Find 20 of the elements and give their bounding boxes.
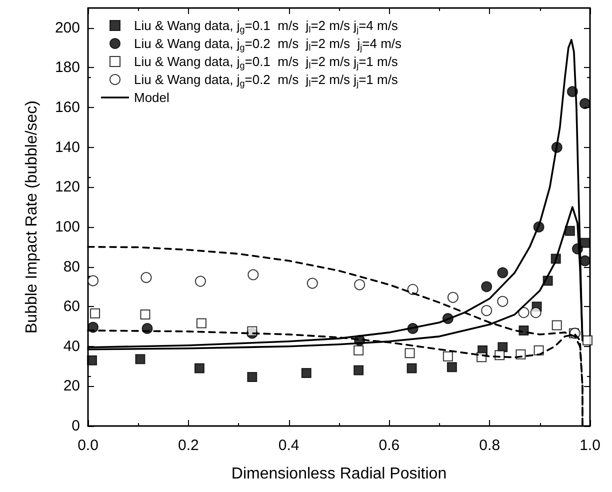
y-tick-label: 40	[63, 338, 80, 355]
y-tick-label: 160	[54, 99, 80, 116]
x-tick-label: 0.4	[278, 437, 300, 454]
y-tick-label: 180	[54, 59, 80, 76]
y-tick-label: 80	[63, 258, 80, 276]
x-tick-label: 1.0	[580, 437, 600, 454]
x-tick-label: 0.6	[378, 437, 400, 454]
y-tick-label: 120	[54, 178, 80, 196]
y-tick-label: 140	[54, 138, 80, 156]
x-axis-title: Dimensionless Radial Position	[231, 466, 447, 482]
y-tick-label: 20	[63, 378, 80, 395]
y-tick-label: 0	[72, 418, 80, 434]
legend-label: Model	[134, 90, 170, 105]
y-axis-title: Bubble Impact Rate (bubble/sec)	[24, 100, 40, 334]
x-tick-label: 0.2	[178, 437, 199, 454]
x-tick-label: 0.8	[479, 437, 500, 454]
y-tick-label: 200	[54, 19, 80, 36]
x-tick-label: 0.0	[78, 437, 98, 454]
y-tick-label: 60	[63, 298, 80, 316]
y-tick-label: 100	[54, 218, 80, 236]
